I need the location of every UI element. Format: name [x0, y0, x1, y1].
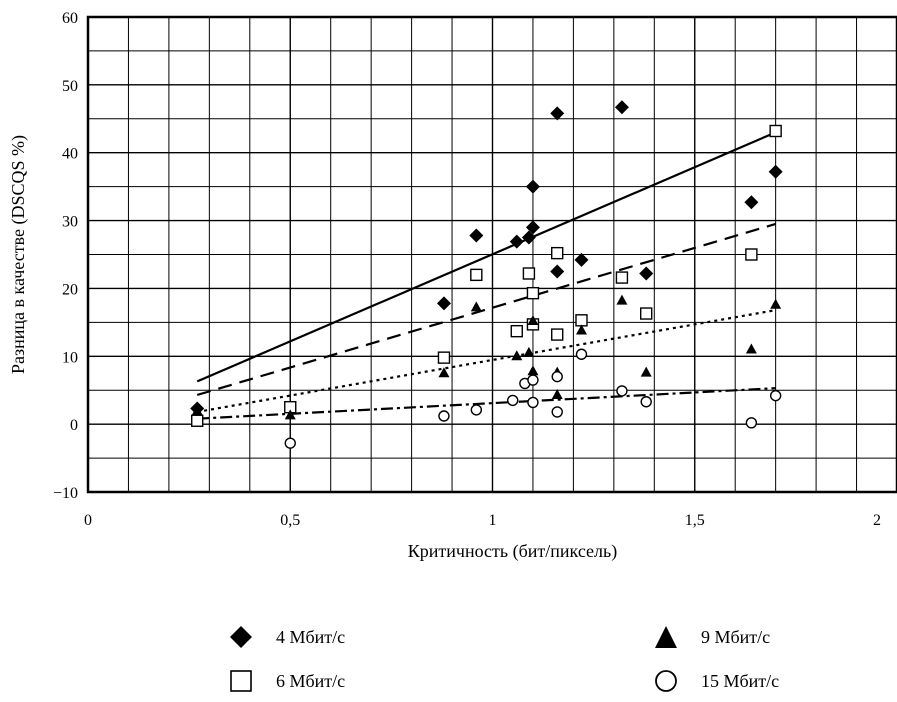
data-point — [744, 195, 759, 210]
data-point — [640, 396, 652, 408]
y-axis-label: Разница в качестве (DSCQS %) — [8, 135, 29, 374]
y-tick-label: 40 — [62, 146, 78, 163]
data-point — [284, 409, 296, 420]
y-axis-ticks: −10 0 10 20 30 40 50 60 — [53, 10, 78, 502]
data-point — [639, 266, 654, 281]
data-point — [523, 346, 535, 357]
data-point — [574, 252, 589, 267]
square-open-icon — [230, 670, 252, 692]
data-point — [527, 374, 539, 386]
y-tick-label: −10 — [53, 485, 78, 502]
data-point — [191, 414, 204, 427]
data-point — [507, 394, 519, 407]
triangle-filled-icon — [655, 626, 677, 648]
data-point — [614, 100, 629, 115]
legend: 4 Мбит/с 6 Мбит/с 9 Мбит/с 15 Мбит/с — [0, 620, 897, 702]
data-point — [522, 267, 536, 280]
data-point — [616, 294, 628, 305]
data-point — [437, 351, 451, 364]
y-tick-label: 10 — [62, 349, 78, 366]
y-tick-label: 60 — [62, 10, 78, 27]
grid — [88, 17, 897, 492]
data-point — [769, 389, 782, 402]
data-point — [527, 315, 539, 325]
data-point — [525, 220, 540, 235]
data-point — [768, 164, 783, 179]
legend-label: 4 Мбит/с — [276, 626, 346, 647]
data-points — [190, 100, 783, 449]
data-point — [284, 437, 296, 449]
data-point — [470, 404, 483, 416]
data-point — [615, 271, 629, 284]
data-point — [550, 106, 565, 121]
data-point — [640, 307, 653, 320]
data-point — [470, 268, 483, 282]
data-point — [770, 298, 782, 309]
data-point — [575, 348, 588, 360]
data-point — [510, 324, 523, 338]
data-point — [551, 406, 563, 418]
legend-item-15mbps: 15 Мбит/с — [653, 664, 779, 698]
x-tick-label: 0 — [84, 512, 92, 529]
data-point — [551, 370, 563, 383]
x-tick-label: 1 — [489, 512, 497, 529]
trend-lines — [196, 131, 777, 420]
data-point — [469, 228, 484, 243]
x-axis-ticks: 0 0,5 1 1,5 2 — [84, 512, 881, 529]
trend-line — [196, 131, 777, 383]
data-point — [769, 124, 782, 138]
x-tick-label: 1,5 — [685, 512, 705, 529]
data-point — [551, 246, 564, 260]
y-tick-label: 0 — [70, 417, 78, 434]
legend-label: 9 Мбит/с — [701, 626, 771, 647]
data-point — [551, 328, 564, 341]
data-point — [745, 417, 758, 429]
data-point — [640, 366, 652, 377]
diamond-filled-icon — [230, 626, 252, 648]
circle-open-icon — [655, 670, 677, 692]
data-point — [438, 367, 450, 378]
data-point — [521, 230, 536, 245]
data-point — [575, 314, 588, 327]
data-point — [527, 396, 539, 409]
trend-line — [197, 309, 776, 414]
scatter-chart: −10 0 10 20 30 40 50 60 0 0,5 1 1,5 2 Критичность (… — [8, 10, 897, 562]
x-tick-label: 2 — [873, 512, 881, 529]
trend-line — [196, 222, 776, 397]
legend-item-6mbps: 6 Мбит/с — [228, 664, 345, 698]
y-tick-label: 50 — [62, 78, 78, 95]
data-point — [509, 234, 524, 249]
data-point — [575, 324, 587, 335]
data-point — [745, 248, 758, 261]
x-tick-label: 0,5 — [280, 512, 300, 529]
data-point — [438, 410, 450, 422]
data-point — [191, 405, 203, 416]
data-point — [745, 343, 757, 354]
data-point — [527, 365, 539, 376]
legend-item-4mbps: 4 Мбит/с — [228, 620, 345, 654]
data-point — [551, 388, 563, 399]
y-tick-label: 30 — [62, 214, 78, 231]
data-point — [550, 264, 565, 279]
trend-line — [197, 387, 776, 420]
x-axis-label: Критичность (бит/пиксель) — [408, 541, 617, 562]
data-point — [525, 179, 540, 194]
legend-label: 6 Мбит/с — [276, 670, 346, 691]
data-point — [470, 301, 482, 312]
data-point — [616, 385, 628, 397]
legend-item-9mbps: 9 Мбит/с — [653, 620, 770, 654]
data-point — [526, 286, 540, 300]
data-point — [436, 296, 451, 311]
plot-frame — [86, 15, 897, 494]
data-point — [511, 350, 523, 361]
legend-label: 15 Мбит/с — [701, 670, 780, 691]
y-tick-label: 20 — [62, 281, 78, 298]
